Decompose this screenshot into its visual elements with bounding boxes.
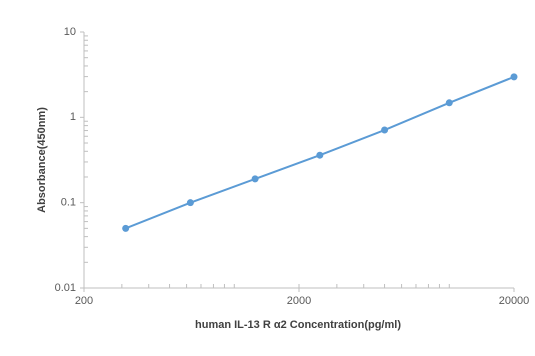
x-tick-label: 20000 — [499, 295, 530, 307]
y-tick-label: 0.1 — [61, 197, 76, 209]
data-point — [186, 199, 194, 207]
data-point — [251, 175, 259, 183]
x-tick-label: 200 — [75, 295, 93, 307]
y-tick-label: 0.01 — [55, 282, 76, 294]
data-point — [316, 151, 324, 159]
x-axis-title: human IL-13 R α2 Concentration(pg/ml) — [195, 319, 401, 331]
y-tick-label: 10 — [64, 26, 76, 38]
data-point — [122, 224, 130, 232]
x-tick-label: 2000 — [287, 295, 311, 307]
data-point — [445, 99, 453, 107]
y-axis-title: Absorbance(450nm) — [36, 107, 48, 213]
data-point — [510, 73, 518, 81]
data-point — [381, 126, 389, 134]
y-tick-label: 1 — [70, 111, 76, 123]
